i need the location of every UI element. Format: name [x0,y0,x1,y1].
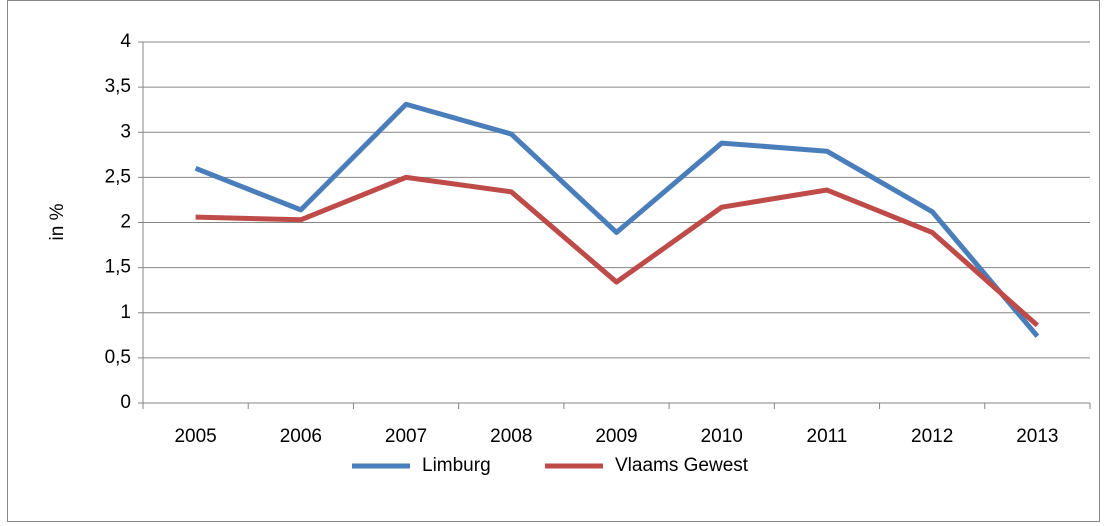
y-tick-label: 0,5 [105,347,131,368]
x-tick-label: 2008 [490,426,532,447]
legend-label: Limburg [422,455,491,476]
y-tick-label: 1 [120,302,131,323]
x-tick-label: 2006 [280,426,322,447]
y-axis-label: in % [47,203,68,240]
y-tick-label: 3 [120,121,131,142]
x-tick-label: 2009 [595,426,637,447]
x-tick-label: 2010 [701,426,743,447]
x-tick-label: 2005 [174,426,216,447]
y-tick-label: 2,5 [105,166,131,187]
x-tick-label: 2013 [1016,426,1058,447]
x-tick-label: 2007 [385,426,427,447]
y-tick-label: 0 [120,392,131,413]
legend-label: Vlaams Gewest [615,455,749,476]
y-tick-label: 1,5 [105,257,131,278]
x-tick-label: 2011 [807,426,848,447]
y-tick-label: 3,5 [105,76,131,97]
x-tick-label: 2012 [911,426,953,447]
y-tick-label: 4 [120,31,131,52]
y-tick-label: 2 [120,212,131,233]
line-series [194,101,1040,338]
line-series [195,174,1040,328]
